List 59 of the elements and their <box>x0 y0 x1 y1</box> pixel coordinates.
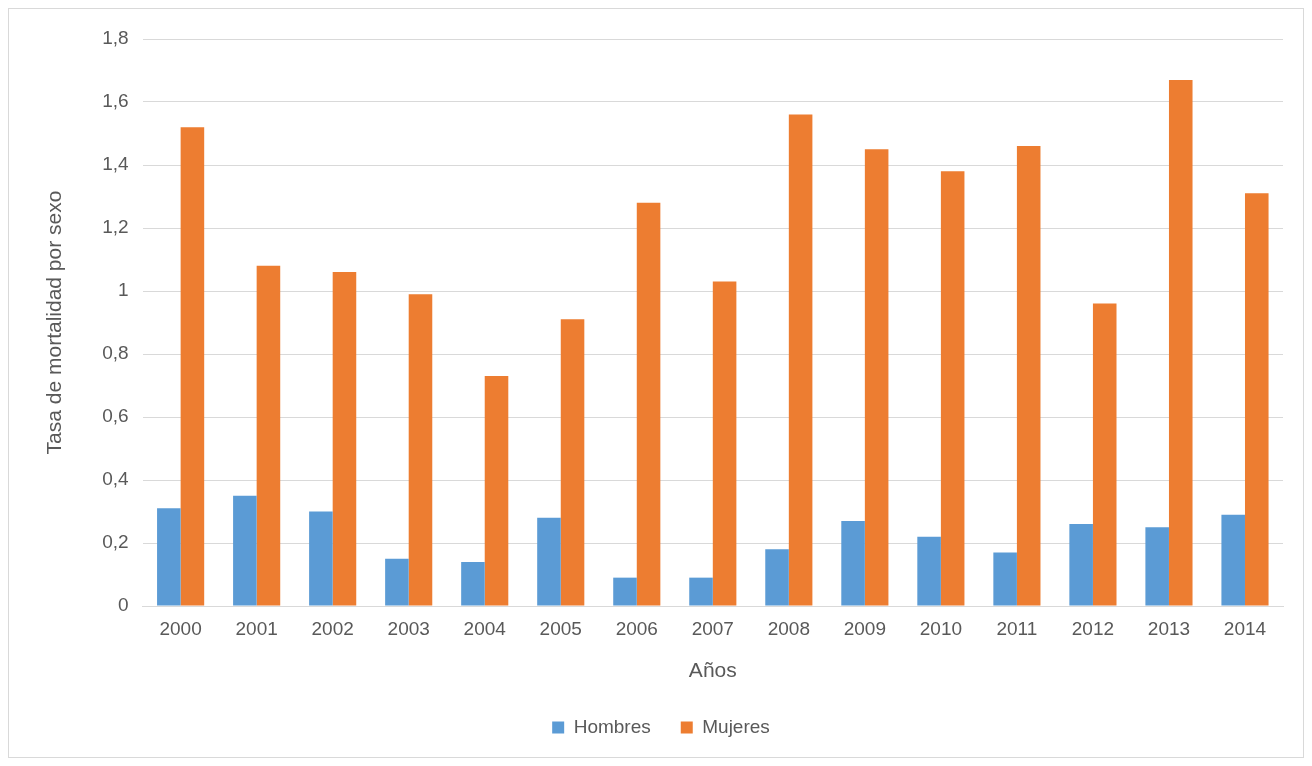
bar <box>689 577 713 606</box>
y-tick-label: 1,8 <box>102 27 129 49</box>
x-tick-label: 2008 <box>767 617 810 639</box>
y-tick-label: 1,2 <box>102 216 129 238</box>
bar <box>560 319 585 606</box>
bar <box>765 549 789 606</box>
bar <box>940 171 965 606</box>
x-tick-label: 2000 <box>159 617 202 639</box>
x-tick-label: 2007 <box>691 617 734 639</box>
bar <box>332 272 357 606</box>
y-tick-label: 0,2 <box>102 531 129 553</box>
bar <box>1016 146 1041 606</box>
x-tick-label: 2012 <box>1071 617 1115 639</box>
bar <box>1092 303 1117 606</box>
bar <box>233 495 257 606</box>
bar <box>1244 193 1269 606</box>
x-tick-label: 2006 <box>615 617 658 639</box>
bar <box>841 520 865 606</box>
y-axis-title: Tasa de mortalidad por sexo <box>42 190 66 455</box>
bar <box>180 127 205 606</box>
bar <box>309 511 333 606</box>
y-tick-label: 0,6 <box>102 405 129 427</box>
bar <box>993 552 1017 606</box>
y-tick-label: 1,4 <box>102 153 130 175</box>
bar <box>917 536 941 606</box>
bar <box>1069 524 1093 606</box>
bar <box>256 265 281 606</box>
x-tick-label: 2005 <box>539 617 582 639</box>
x-tick-label: 2013 <box>1147 617 1191 639</box>
bar <box>613 577 637 606</box>
x-tick-label: 2009 <box>843 617 886 639</box>
bar <box>1168 79 1193 606</box>
bar <box>461 561 485 606</box>
y-tick-label: 1,6 <box>102 90 129 112</box>
x-tick-label: 2011 <box>996 617 1038 639</box>
x-tick-label: 2001 <box>235 617 278 639</box>
x-tick-label: 2004 <box>463 617 507 639</box>
bar <box>484 376 509 606</box>
x-tick-label: 2014 <box>1223 617 1267 639</box>
y-tick-label: 0,4 <box>102 468 130 490</box>
bar <box>385 558 409 606</box>
bar <box>712 281 737 606</box>
bar <box>1145 527 1169 606</box>
bar <box>636 202 661 606</box>
bar <box>788 114 813 606</box>
legend-label: Mujeres <box>702 715 770 737</box>
x-tick-label: 2010 <box>919 617 963 639</box>
bar <box>408 294 433 606</box>
x-tick-label: 2003 <box>387 617 430 639</box>
y-tick-label: 0,8 <box>102 342 129 364</box>
y-tick-label: 0 <box>118 594 129 616</box>
bar <box>157 508 181 606</box>
bar <box>537 517 561 606</box>
y-tick-label: 1 <box>118 279 129 301</box>
x-axis-title: Años <box>688 658 737 682</box>
bar <box>1221 514 1245 606</box>
legend-label: Hombres <box>573 715 651 737</box>
bar <box>864 149 889 606</box>
x-tick-label: 2002 <box>311 617 354 639</box>
